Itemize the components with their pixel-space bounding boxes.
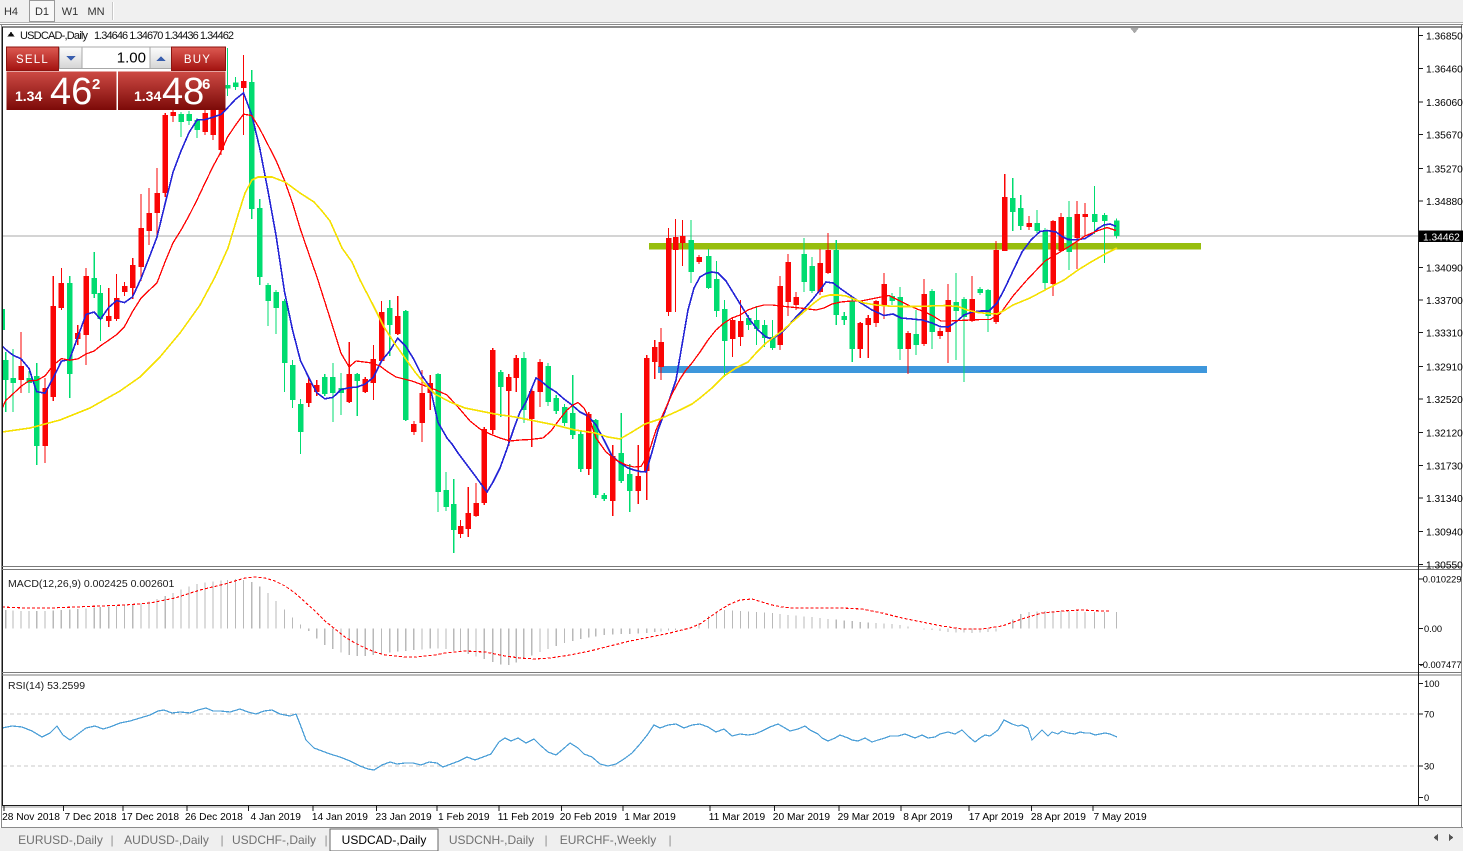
svg-text:14 Jan 2019: 14 Jan 2019 bbox=[312, 812, 368, 823]
svg-text:7 May 2019: 7 May 2019 bbox=[1093, 812, 1147, 823]
svg-text:1.33700: 1.33700 bbox=[1426, 296, 1463, 307]
svg-text:H4: H4 bbox=[4, 6, 18, 18]
svg-text:AUDUSD-,Daily: AUDUSD-,Daily bbox=[124, 833, 209, 847]
svg-text:|: | bbox=[110, 833, 113, 847]
svg-text:46: 46 bbox=[50, 71, 92, 113]
svg-text:1.34: 1.34 bbox=[134, 88, 161, 104]
svg-text:USDCAD-,Daily: USDCAD-,Daily bbox=[342, 833, 427, 847]
svg-text:26 Dec 2018: 26 Dec 2018 bbox=[185, 812, 243, 823]
svg-text:1.34: 1.34 bbox=[15, 88, 42, 104]
svg-text:1.31730: 1.31730 bbox=[1426, 461, 1463, 472]
svg-text:|: | bbox=[668, 833, 671, 847]
svg-text:17 Dec 2018: 17 Dec 2018 bbox=[121, 812, 179, 823]
svg-text:48: 48 bbox=[162, 71, 204, 113]
svg-text:1.36850: 1.36850 bbox=[1426, 32, 1463, 43]
svg-text:D1: D1 bbox=[35, 6, 49, 18]
svg-text:29 Mar 2019: 29 Mar 2019 bbox=[838, 812, 896, 823]
svg-text:|: | bbox=[324, 833, 327, 847]
svg-text:11 Feb 2019: 11 Feb 2019 bbox=[498, 812, 555, 823]
svg-text:1.34462: 1.34462 bbox=[1423, 232, 1460, 243]
svg-text:1.00: 1.00 bbox=[117, 50, 146, 67]
svg-text:6: 6 bbox=[202, 76, 210, 93]
svg-text:|: | bbox=[544, 833, 547, 847]
svg-text:30: 30 bbox=[1424, 762, 1434, 772]
svg-text:USDCNH-,Daily: USDCNH-,Daily bbox=[449, 833, 534, 847]
svg-text:1 Mar 2019: 1 Mar 2019 bbox=[624, 812, 676, 823]
svg-text:1.34090: 1.34090 bbox=[1426, 263, 1463, 274]
svg-text:1.32120: 1.32120 bbox=[1426, 429, 1463, 440]
svg-text:1.34880: 1.34880 bbox=[1426, 197, 1463, 208]
svg-text:-0.007477: -0.007477 bbox=[1420, 660, 1462, 670]
svg-text:0.00: 0.00 bbox=[1424, 624, 1442, 634]
svg-text:EURCHF-,Weekly: EURCHF-,Weekly bbox=[560, 833, 656, 847]
svg-text:1.35670: 1.35670 bbox=[1426, 131, 1463, 142]
svg-text:1.30940: 1.30940 bbox=[1426, 528, 1463, 539]
svg-text:1.34646 1.34670 1.34436 1.3446: 1.34646 1.34670 1.34436 1.34462 bbox=[94, 30, 234, 42]
svg-text:11 Mar 2019: 11 Mar 2019 bbox=[709, 812, 766, 823]
svg-text:70: 70 bbox=[1424, 710, 1434, 720]
svg-text:MACD(12,26,9) 0.002425 0.00260: MACD(12,26,9) 0.002425 0.002601 bbox=[8, 578, 175, 590]
svg-text:1.30550: 1.30550 bbox=[1426, 560, 1463, 571]
svg-text:1.32520: 1.32520 bbox=[1426, 395, 1463, 406]
svg-text:4 Jan 2019: 4 Jan 2019 bbox=[250, 812, 301, 823]
svg-text:28 Nov 2018: 28 Nov 2018 bbox=[2, 812, 60, 823]
svg-text:|: | bbox=[220, 833, 223, 847]
svg-text:BUY: BUY bbox=[184, 54, 211, 66]
svg-text:1.36060: 1.36060 bbox=[1426, 98, 1463, 109]
svg-text:20 Feb 2019: 20 Feb 2019 bbox=[560, 812, 618, 823]
svg-text:USDCHF-,Daily: USDCHF-,Daily bbox=[232, 833, 316, 847]
svg-text:USDCAD-,Daily: USDCAD-,Daily bbox=[20, 30, 89, 42]
svg-text:1.36460: 1.36460 bbox=[1426, 65, 1463, 76]
svg-text:0.010229: 0.010229 bbox=[1423, 575, 1462, 585]
svg-text:7 Dec 2018: 7 Dec 2018 bbox=[64, 812, 116, 823]
svg-text:1.33310: 1.33310 bbox=[1426, 329, 1463, 340]
svg-text:23 Jan 2019: 23 Jan 2019 bbox=[376, 812, 432, 823]
svg-text:SELL: SELL bbox=[16, 54, 49, 66]
svg-text:1.32910: 1.32910 bbox=[1426, 362, 1463, 373]
svg-text:17 Apr 2019: 17 Apr 2019 bbox=[969, 812, 1024, 823]
svg-text:2: 2 bbox=[92, 76, 100, 93]
svg-text:MN: MN bbox=[87, 6, 104, 18]
svg-text:8 Apr 2019: 8 Apr 2019 bbox=[903, 812, 953, 823]
svg-text:1.31340: 1.31340 bbox=[1426, 494, 1463, 505]
svg-text:EURUSD-,Daily: EURUSD-,Daily bbox=[18, 833, 103, 847]
svg-text:RSI(14) 53.2599: RSI(14) 53.2599 bbox=[8, 680, 85, 692]
svg-text:0: 0 bbox=[1424, 793, 1429, 803]
svg-text:1 Feb 2019: 1 Feb 2019 bbox=[438, 812, 490, 823]
svg-text:20 Mar 2019: 20 Mar 2019 bbox=[773, 812, 831, 823]
svg-text:W1: W1 bbox=[62, 6, 79, 18]
svg-text:1.35270: 1.35270 bbox=[1426, 164, 1463, 175]
svg-text:28 Apr 2019: 28 Apr 2019 bbox=[1031, 812, 1086, 823]
svg-text:100: 100 bbox=[1424, 679, 1440, 689]
